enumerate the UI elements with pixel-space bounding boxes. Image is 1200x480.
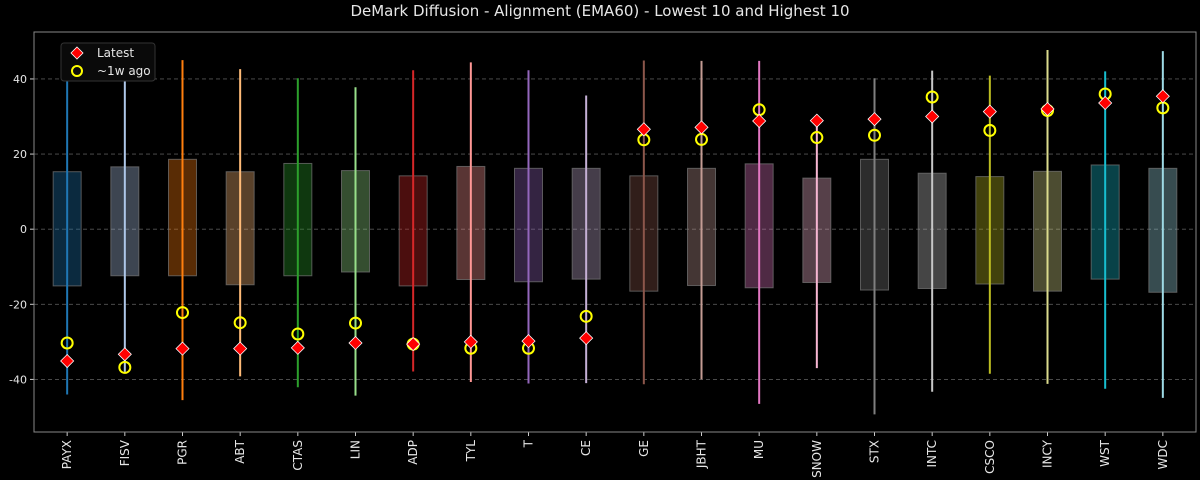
x-tick-label: CE xyxy=(579,440,593,456)
latest-point xyxy=(1098,95,1113,111)
x-tick-label: CSCO xyxy=(983,440,997,474)
latest-point xyxy=(233,341,248,356)
x-tick-label: ABT xyxy=(233,439,247,463)
week-ago-point xyxy=(348,316,362,330)
latest-point xyxy=(579,331,594,346)
latest-point xyxy=(60,353,75,369)
y-axis: -40 -20 0 20 40 xyxy=(9,73,34,386)
x-tick-label: GE xyxy=(637,440,651,457)
week-ago-point xyxy=(118,360,132,374)
legend-circle-icon xyxy=(71,65,83,77)
latest-point xyxy=(175,341,190,356)
x-tick-label: INTC xyxy=(925,440,939,468)
x-tick-label: CTAS xyxy=(291,440,305,471)
latest-point xyxy=(1155,89,1170,104)
legend-label-latest: Latest xyxy=(97,46,134,60)
x-tick-label: MU xyxy=(752,440,766,459)
legend-label-week-ago: ~1w ago xyxy=(97,64,151,78)
x-tick-label: TYL xyxy=(464,440,478,463)
week-ago-point xyxy=(983,123,997,137)
week-ago-point xyxy=(868,128,882,142)
latest-point xyxy=(752,113,767,129)
latest-point xyxy=(867,112,882,127)
latest-point xyxy=(348,335,363,351)
x-tick-label: PGR xyxy=(175,440,189,465)
x-tick-label: ADP xyxy=(406,440,420,465)
x-tick-label: T xyxy=(521,439,535,448)
x-tick-label: FISV xyxy=(118,439,132,466)
legend: Latest ~1w ago xyxy=(60,42,156,82)
latest-point xyxy=(1040,101,1055,117)
latest-point xyxy=(925,109,940,124)
x-tick-label: JBHT xyxy=(695,439,709,469)
latest-point xyxy=(636,122,651,137)
x-axis: PAYX FISV PGR ABT CTAS LIN ADP TYL T CE GE JBHT MU SN… xyxy=(60,432,1170,478)
latest-point xyxy=(406,337,421,352)
y-tick-label: 20 xyxy=(13,148,27,161)
x-tick-label: INCY xyxy=(1041,439,1055,468)
latest-point xyxy=(117,347,132,362)
y-tick-label: 40 xyxy=(13,73,27,86)
week-ago-point xyxy=(233,316,247,330)
x-tick-label: PAYX xyxy=(60,440,74,469)
x-tick-label: SNOW xyxy=(810,440,824,478)
y-tick-label: 0 xyxy=(20,223,27,236)
week-ago-point xyxy=(60,336,74,350)
x-tick-label: WST xyxy=(1098,439,1112,466)
legend-diamond-icon xyxy=(70,46,84,60)
week-ago-point xyxy=(810,131,824,145)
legend-box xyxy=(60,42,156,82)
x-tick-label: WDC xyxy=(1156,440,1170,469)
plot-frame xyxy=(33,31,1197,433)
latest-point xyxy=(290,340,305,355)
latest-point xyxy=(982,104,997,119)
latest-point xyxy=(521,334,536,349)
latest-point xyxy=(694,120,709,135)
chart-title: DeMark Diffusion - Alignment (EMA60) - L… xyxy=(350,2,849,20)
y-tick-label: -20 xyxy=(9,298,27,311)
x-tick-label: STX xyxy=(868,440,882,463)
week-ago-point xyxy=(579,309,593,323)
week-ago-point xyxy=(175,306,189,320)
latest-point xyxy=(809,113,824,128)
week-ago-point xyxy=(925,90,939,104)
y-tick-label: -40 xyxy=(9,373,27,386)
week-ago-point xyxy=(291,327,305,341)
x-tick-label: LIN xyxy=(348,440,362,459)
chart-marks xyxy=(52,50,1178,415)
latest-point xyxy=(463,334,478,349)
gridlines xyxy=(34,78,1196,380)
